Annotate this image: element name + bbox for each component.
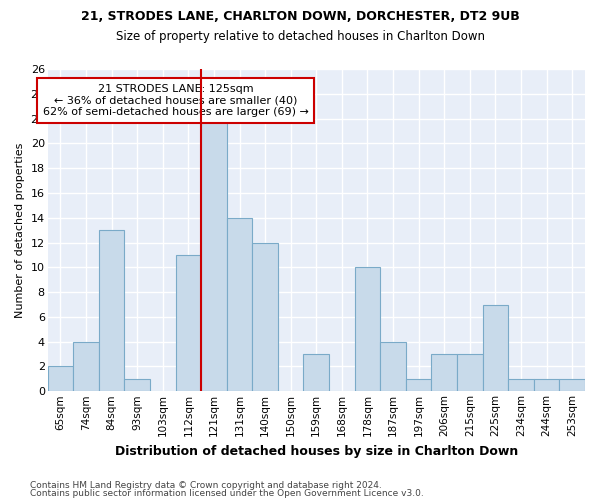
Bar — [482, 304, 508, 392]
Bar — [253, 242, 278, 392]
Bar — [73, 342, 99, 392]
Bar — [124, 379, 150, 392]
X-axis label: Distribution of detached houses by size in Charlton Down: Distribution of detached houses by size … — [115, 444, 518, 458]
Bar — [176, 255, 201, 392]
Text: 21 STRODES LANE: 125sqm
← 36% of detached houses are smaller (40)
62% of semi-de: 21 STRODES LANE: 125sqm ← 36% of detache… — [43, 84, 308, 117]
Text: Contains public sector information licensed under the Open Government Licence v3: Contains public sector information licen… — [30, 488, 424, 498]
Bar — [559, 379, 585, 392]
Bar — [431, 354, 457, 392]
Bar — [457, 354, 482, 392]
Bar — [304, 354, 329, 392]
Text: 21, STRODES LANE, CHARLTON DOWN, DORCHESTER, DT2 9UB: 21, STRODES LANE, CHARLTON DOWN, DORCHES… — [80, 10, 520, 23]
Bar — [227, 218, 253, 392]
Text: Size of property relative to detached houses in Charlton Down: Size of property relative to detached ho… — [115, 30, 485, 43]
Bar — [47, 366, 73, 392]
Bar — [99, 230, 124, 392]
Bar — [508, 379, 534, 392]
Bar — [201, 118, 227, 392]
Bar — [534, 379, 559, 392]
Bar — [406, 379, 431, 392]
Text: Contains HM Land Registry data © Crown copyright and database right 2024.: Contains HM Land Registry data © Crown c… — [30, 481, 382, 490]
Bar — [355, 268, 380, 392]
Y-axis label: Number of detached properties: Number of detached properties — [15, 142, 25, 318]
Bar — [380, 342, 406, 392]
